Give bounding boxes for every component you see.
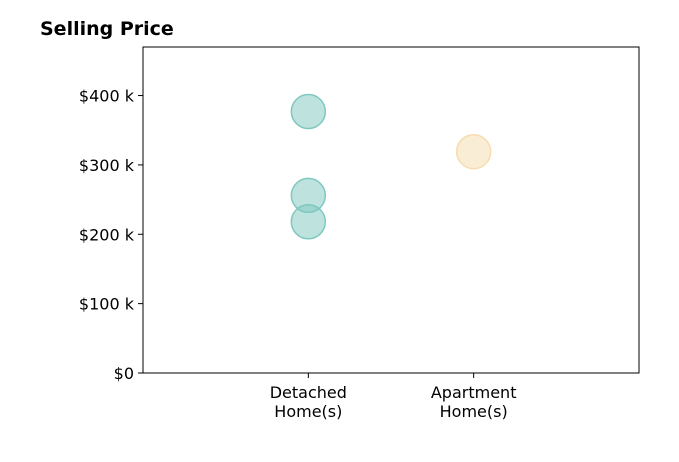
plot-frame xyxy=(142,46,640,374)
x-tick-label: Apartment Home(s) xyxy=(431,383,517,421)
y-tick-label: $400 k xyxy=(79,87,135,106)
point xyxy=(455,133,492,170)
point xyxy=(290,93,327,130)
y-tick-label: $0 xyxy=(114,364,134,383)
y-tick-label: $200 k xyxy=(79,225,135,244)
x-tick-label: Detached Home(s) xyxy=(270,383,347,421)
y-tick-label: $100 k xyxy=(79,295,135,314)
point xyxy=(290,204,327,240)
chart-title: Selling Price xyxy=(40,18,174,40)
y-tick-label: $300 k xyxy=(79,156,135,175)
